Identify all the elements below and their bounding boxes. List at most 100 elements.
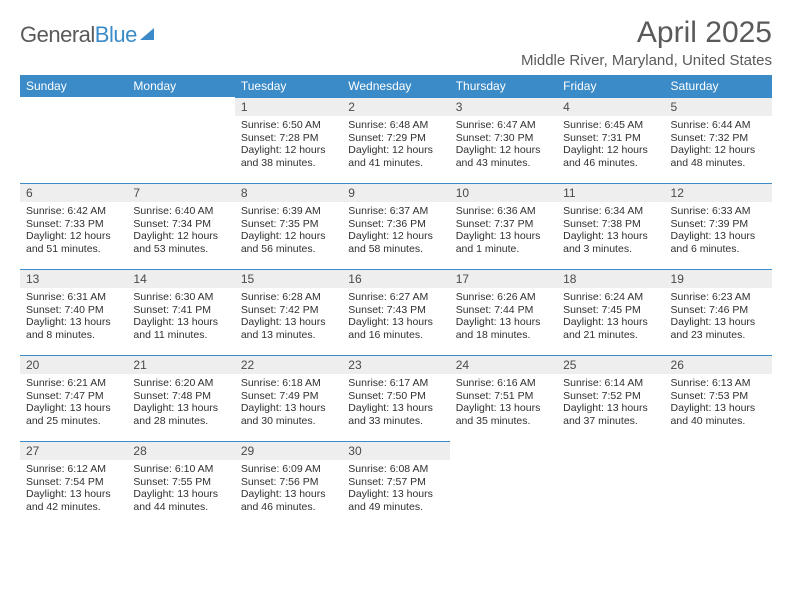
- brand-part1: General: [20, 22, 95, 47]
- day-cell: .....: [557, 441, 664, 527]
- day-number: 17: [450, 269, 557, 288]
- day-ss: Sunset: 7:29 PM: [348, 132, 443, 145]
- day-ss: Sunset: 7:55 PM: [133, 476, 228, 489]
- day-cell: 30Sunrise: 6:08 AMSunset: 7:57 PMDayligh…: [342, 441, 449, 527]
- day-number: 29: [235, 441, 342, 460]
- day-number: 13: [20, 269, 127, 288]
- day-number: 27: [20, 441, 127, 460]
- day-d2: and 28 minutes.: [133, 415, 228, 428]
- day-d1: Daylight: 13 hours: [456, 402, 551, 415]
- day-sr: Sunrise: 6:31 AM: [26, 291, 121, 304]
- day-d2: and 3 minutes.: [563, 243, 658, 256]
- week-row: ..........1Sunrise: 6:50 AMSunset: 7:28 …: [20, 97, 772, 183]
- day-ss: Sunset: 7:45 PM: [563, 304, 658, 317]
- day-d2: and 23 minutes.: [671, 329, 766, 342]
- week-row: 20 Sunrise: 6:21 AMSunset: 7:47 PM Dayligh…: [20, 355, 772, 441]
- day-sr: Sunrise: 6:14 AM: [563, 377, 658, 390]
- day-cell: 20Sunrise: 6:21 AMSunset: 7:47 PMDayligh…: [20, 355, 127, 441]
- day-ss: Sunset: 7:56 PM: [241, 476, 336, 489]
- day-cell: 22Sunrise: 6:18 AMSunset: 7:49 PMDayligh…: [235, 355, 342, 441]
- day-content: Sunrise: 6:12 AMSunset: 7:54 PMDaylight:…: [20, 460, 127, 517]
- day-ss: Sunset: 7:28 PM: [241, 132, 336, 145]
- day-number: 23: [342, 355, 449, 374]
- day-number: 11: [557, 183, 664, 202]
- day-d1: Daylight: 13 hours: [241, 316, 336, 329]
- day-d2: and 38 minutes.: [241, 157, 336, 170]
- day-sr: Sunrise: 6:45 AM: [563, 119, 658, 132]
- day-content: Sunrise: 6:16 AMSunset: 7:51 PMDaylight:…: [450, 374, 557, 431]
- day-d1: Daylight: 13 hours: [348, 488, 443, 501]
- day-d2: and 16 minutes.: [348, 329, 443, 342]
- day-number: 20: [20, 355, 127, 374]
- dayname-saturday: Saturday: [665, 75, 772, 97]
- dayname-monday: Monday: [127, 75, 234, 97]
- day-cell: 9Sunrise: 6:37 AMSunset: 7:36 PMDaylight…: [342, 183, 449, 269]
- day-number: 24: [450, 355, 557, 374]
- dayname-thursday: Thursday: [450, 75, 557, 97]
- day-ss: Sunset: 7:49 PM: [241, 390, 336, 403]
- day-ss: Sunset: 7:35 PM: [241, 218, 336, 231]
- day-d2: and 51 minutes.: [26, 243, 121, 256]
- day-cell: 7Sunrise: 6:40 AMSunset: 7:34 PMDaylight…: [127, 183, 234, 269]
- day-number: 15: [235, 269, 342, 288]
- day-d2: and 13 minutes.: [241, 329, 336, 342]
- day-cell: .....: [450, 441, 557, 527]
- day-ss: Sunset: 7:47 PM: [26, 390, 121, 403]
- day-cell: 23Sunrise: 6:17 AMSunset: 7:50 PMDayligh…: [342, 355, 449, 441]
- brand-part2: Blue: [95, 22, 137, 47]
- day-d2: and 35 minutes.: [456, 415, 551, 428]
- day-d2: and 21 minutes.: [563, 329, 658, 342]
- day-cell: 15Sunrise: 6:28 AMSunset: 7:42 PMDayligh…: [235, 269, 342, 355]
- day-d1: Daylight: 13 hours: [563, 402, 658, 415]
- dayname-friday: Friday: [557, 75, 664, 97]
- day-cell: 21Sunrise: 6:20 AMSunset: 7:48 PMDayligh…: [127, 355, 234, 441]
- day-ss: Sunset: 7:44 PM: [456, 304, 551, 317]
- day-content: Sunrise: 6:10 AMSunset: 7:55 PMDaylight:…: [127, 460, 234, 517]
- day-sr: Sunrise: 6:13 AM: [671, 377, 766, 390]
- day-number: 21: [127, 355, 234, 374]
- day-cell: 12Sunrise: 6:33 AMSunset: 7:39 PMDayligh…: [665, 183, 772, 269]
- day-number: 16: [342, 269, 449, 288]
- day-cell: 17Sunrise: 6:26 AMSunset: 7:44 PMDayligh…: [450, 269, 557, 355]
- day-d2: and 30 minutes.: [241, 415, 336, 428]
- day-ss: Sunset: 7:38 PM: [563, 218, 658, 231]
- day-sr: Sunrise: 6:21 AM: [26, 377, 121, 390]
- day-number: 19: [665, 269, 772, 288]
- day-content: Sunrise: 6:28 AMSunset: 7:42 PMDaylight:…: [235, 288, 342, 345]
- day-sr: Sunrise: 6:33 AM: [671, 205, 766, 218]
- day-number: 25: [557, 355, 664, 374]
- day-ss: Sunset: 7:34 PM: [133, 218, 228, 231]
- day-d2: and 25 minutes.: [26, 415, 121, 428]
- day-d1: Daylight: 13 hours: [26, 488, 121, 501]
- day-content: Sunrise: 6:20 AMSunset: 7:48 PMDaylight:…: [127, 374, 234, 431]
- day-number: 10: [450, 183, 557, 202]
- brand-logo: GeneralBlue: [20, 22, 154, 48]
- day-d1: Daylight: 13 hours: [348, 316, 443, 329]
- day-number: 14: [127, 269, 234, 288]
- day-content: Sunrise: 6:34 AMSunset: 7:38 PMDaylight:…: [557, 202, 664, 259]
- week-row: 13Sunrise: 6:31 AMSunset: 7:40 PMDayligh…: [20, 269, 772, 355]
- day-d2: and 8 minutes.: [26, 329, 121, 342]
- day-cell: 5Sunrise: 6:44 AMSunset: 7:32 PMDaylight…: [665, 97, 772, 183]
- day-sr: Sunrise: 6:16 AM: [456, 377, 551, 390]
- day-content: Sunrise: 6:47 AMSunset: 7:30 PMDaylight:…: [450, 116, 557, 173]
- day-content: Sunrise: 6:40 AMSunset: 7:34 PMDaylight:…: [127, 202, 234, 259]
- day-cell: 25Sunrise: 6:14 AMSunset: 7:52 PMDayligh…: [557, 355, 664, 441]
- day-d2: and 56 minutes.: [241, 243, 336, 256]
- brand-text: GeneralBlue: [20, 22, 137, 48]
- day-number: 5: [665, 97, 772, 116]
- day-cell: 8Sunrise: 6:39 AMSunset: 7:35 PMDaylight…: [235, 183, 342, 269]
- day-ss: Sunset: 7:48 PM: [133, 390, 228, 403]
- header: GeneralBlue April 2025 Middle River, Mar…: [20, 16, 772, 69]
- calendar-body: ..........1Sunrise: 6:50 AMSunset: 7:28 …: [20, 97, 772, 527]
- day-sr: Sunrise: 6:50 AM: [241, 119, 336, 132]
- day-d2: and 46 minutes.: [563, 157, 658, 170]
- day-d1: Daylight: 13 hours: [133, 488, 228, 501]
- day-sr: Sunrise: 6:40 AM: [133, 205, 228, 218]
- day-d1: Daylight: 12 hours: [26, 230, 121, 243]
- day-d2: and 46 minutes.: [241, 501, 336, 514]
- day-d2: and 43 minutes.: [456, 157, 551, 170]
- dayname-row: Sunday Monday Tuesday Wednesday Thursday…: [20, 75, 772, 97]
- day-sr: Sunrise: 6:30 AM: [133, 291, 228, 304]
- week-row: 27Sunrise: 6:12 AMSunset: 7:54 PMDayligh…: [20, 441, 772, 527]
